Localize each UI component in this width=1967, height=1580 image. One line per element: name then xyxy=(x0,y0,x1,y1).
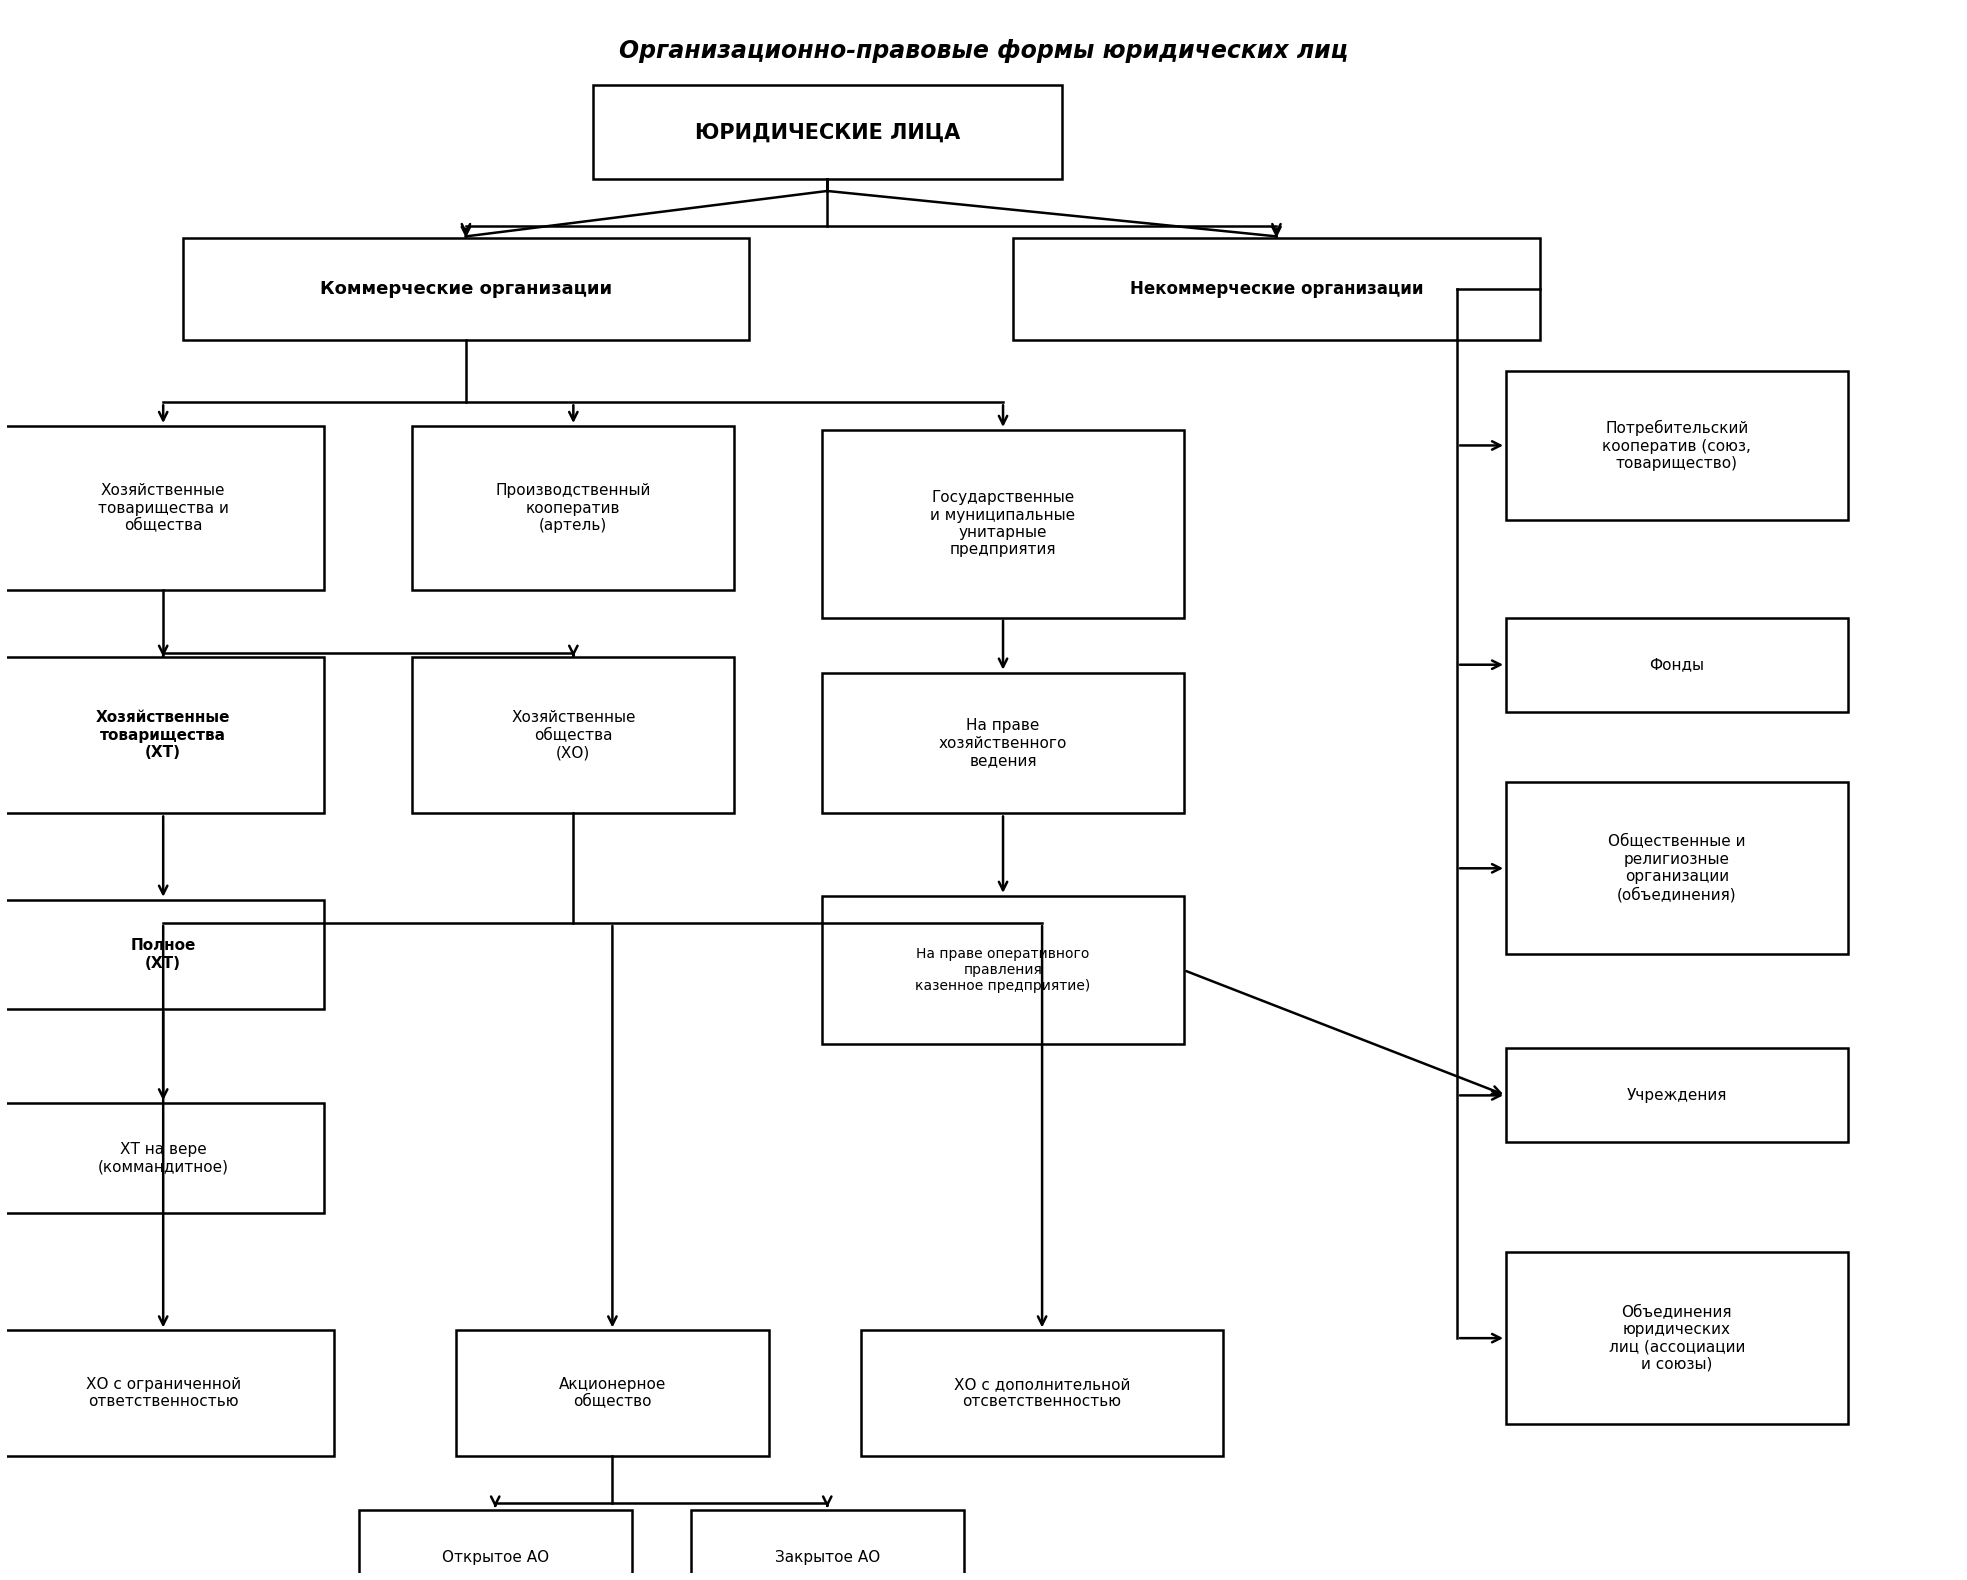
FancyBboxPatch shape xyxy=(1507,371,1847,520)
Text: Хозяйственные
общества
(ХО): Хозяйственные общества (ХО) xyxy=(511,711,635,760)
Text: Учреждения: Учреждения xyxy=(1627,1089,1727,1103)
FancyBboxPatch shape xyxy=(0,1330,334,1455)
Text: Хозяйственные
товарищества и
общества: Хозяйственные товарищества и общества xyxy=(98,483,228,532)
FancyBboxPatch shape xyxy=(413,427,734,591)
Text: Организационно-правовые формы юридических лиц: Организационно-правовые формы юридически… xyxy=(620,40,1347,63)
Text: ЮРИДИЧЕСКИЕ ЛИЦА: ЮРИДИЧЕСКИЕ ЛИЦА xyxy=(694,122,960,142)
FancyBboxPatch shape xyxy=(1507,782,1847,954)
FancyBboxPatch shape xyxy=(1013,239,1540,340)
FancyBboxPatch shape xyxy=(413,657,734,814)
Text: Фонды: Фонды xyxy=(1650,657,1703,672)
Text: Некоммерческие организации: Некоммерческие организации xyxy=(1129,280,1424,299)
FancyBboxPatch shape xyxy=(822,673,1184,814)
FancyBboxPatch shape xyxy=(2,899,325,1010)
Text: Хозяйственные
товарищества
(ХТ): Хозяйственные товарищества (ХТ) xyxy=(96,711,230,760)
FancyBboxPatch shape xyxy=(456,1330,769,1455)
Text: ХО с дополнительной
отсветственностью: ХО с дополнительной отсветственностью xyxy=(954,1376,1131,1409)
FancyBboxPatch shape xyxy=(2,427,325,591)
FancyBboxPatch shape xyxy=(862,1330,1223,1455)
Text: Открытое АО: Открытое АО xyxy=(443,1550,549,1564)
Text: Производственный
кооператив
(артель): Производственный кооператив (артель) xyxy=(496,483,651,532)
FancyBboxPatch shape xyxy=(183,239,749,340)
FancyBboxPatch shape xyxy=(690,1510,964,1580)
FancyBboxPatch shape xyxy=(822,896,1184,1044)
FancyBboxPatch shape xyxy=(2,657,325,814)
Text: Коммерческие организации: Коммерческие организации xyxy=(321,280,612,299)
FancyBboxPatch shape xyxy=(2,1103,325,1213)
Text: Объединения
юридических
лиц (ассоциации
и союзы): Объединения юридических лиц (ассоциации … xyxy=(1609,1305,1745,1371)
FancyBboxPatch shape xyxy=(1507,1251,1847,1424)
Text: На праве оперативного
правления
казенное предприятие): На праве оперативного правления казенное… xyxy=(915,946,1090,994)
Text: Общественные и
религиозные
организации
(объединения): Общественные и религиозные организации (… xyxy=(1609,834,1745,902)
FancyBboxPatch shape xyxy=(822,430,1184,618)
Text: ХТ на вере
(коммандитное): ХТ на вере (коммандитное) xyxy=(98,1142,228,1174)
Text: Государственные
и муниципальные
унитарные
предприятия: Государственные и муниципальные унитарны… xyxy=(930,490,1076,558)
FancyBboxPatch shape xyxy=(592,85,1062,179)
Text: Полное
(ХТ): Полное (ХТ) xyxy=(130,939,197,970)
Text: Закрытое АО: Закрытое АО xyxy=(775,1550,879,1564)
Text: На праве
хозяйственного
ведения: На праве хозяйственного ведения xyxy=(938,719,1068,768)
Text: Акционерное
общество: Акционерное общество xyxy=(559,1376,667,1409)
FancyBboxPatch shape xyxy=(358,1510,631,1580)
FancyBboxPatch shape xyxy=(1507,1049,1847,1142)
Text: Потребительский
кооператив (союз,
товарищество): Потребительский кооператив (союз, товари… xyxy=(1603,420,1751,471)
FancyBboxPatch shape xyxy=(1507,618,1847,711)
Text: ХО с ограниченной
ответственностью: ХО с ограниченной ответственностью xyxy=(87,1376,240,1409)
